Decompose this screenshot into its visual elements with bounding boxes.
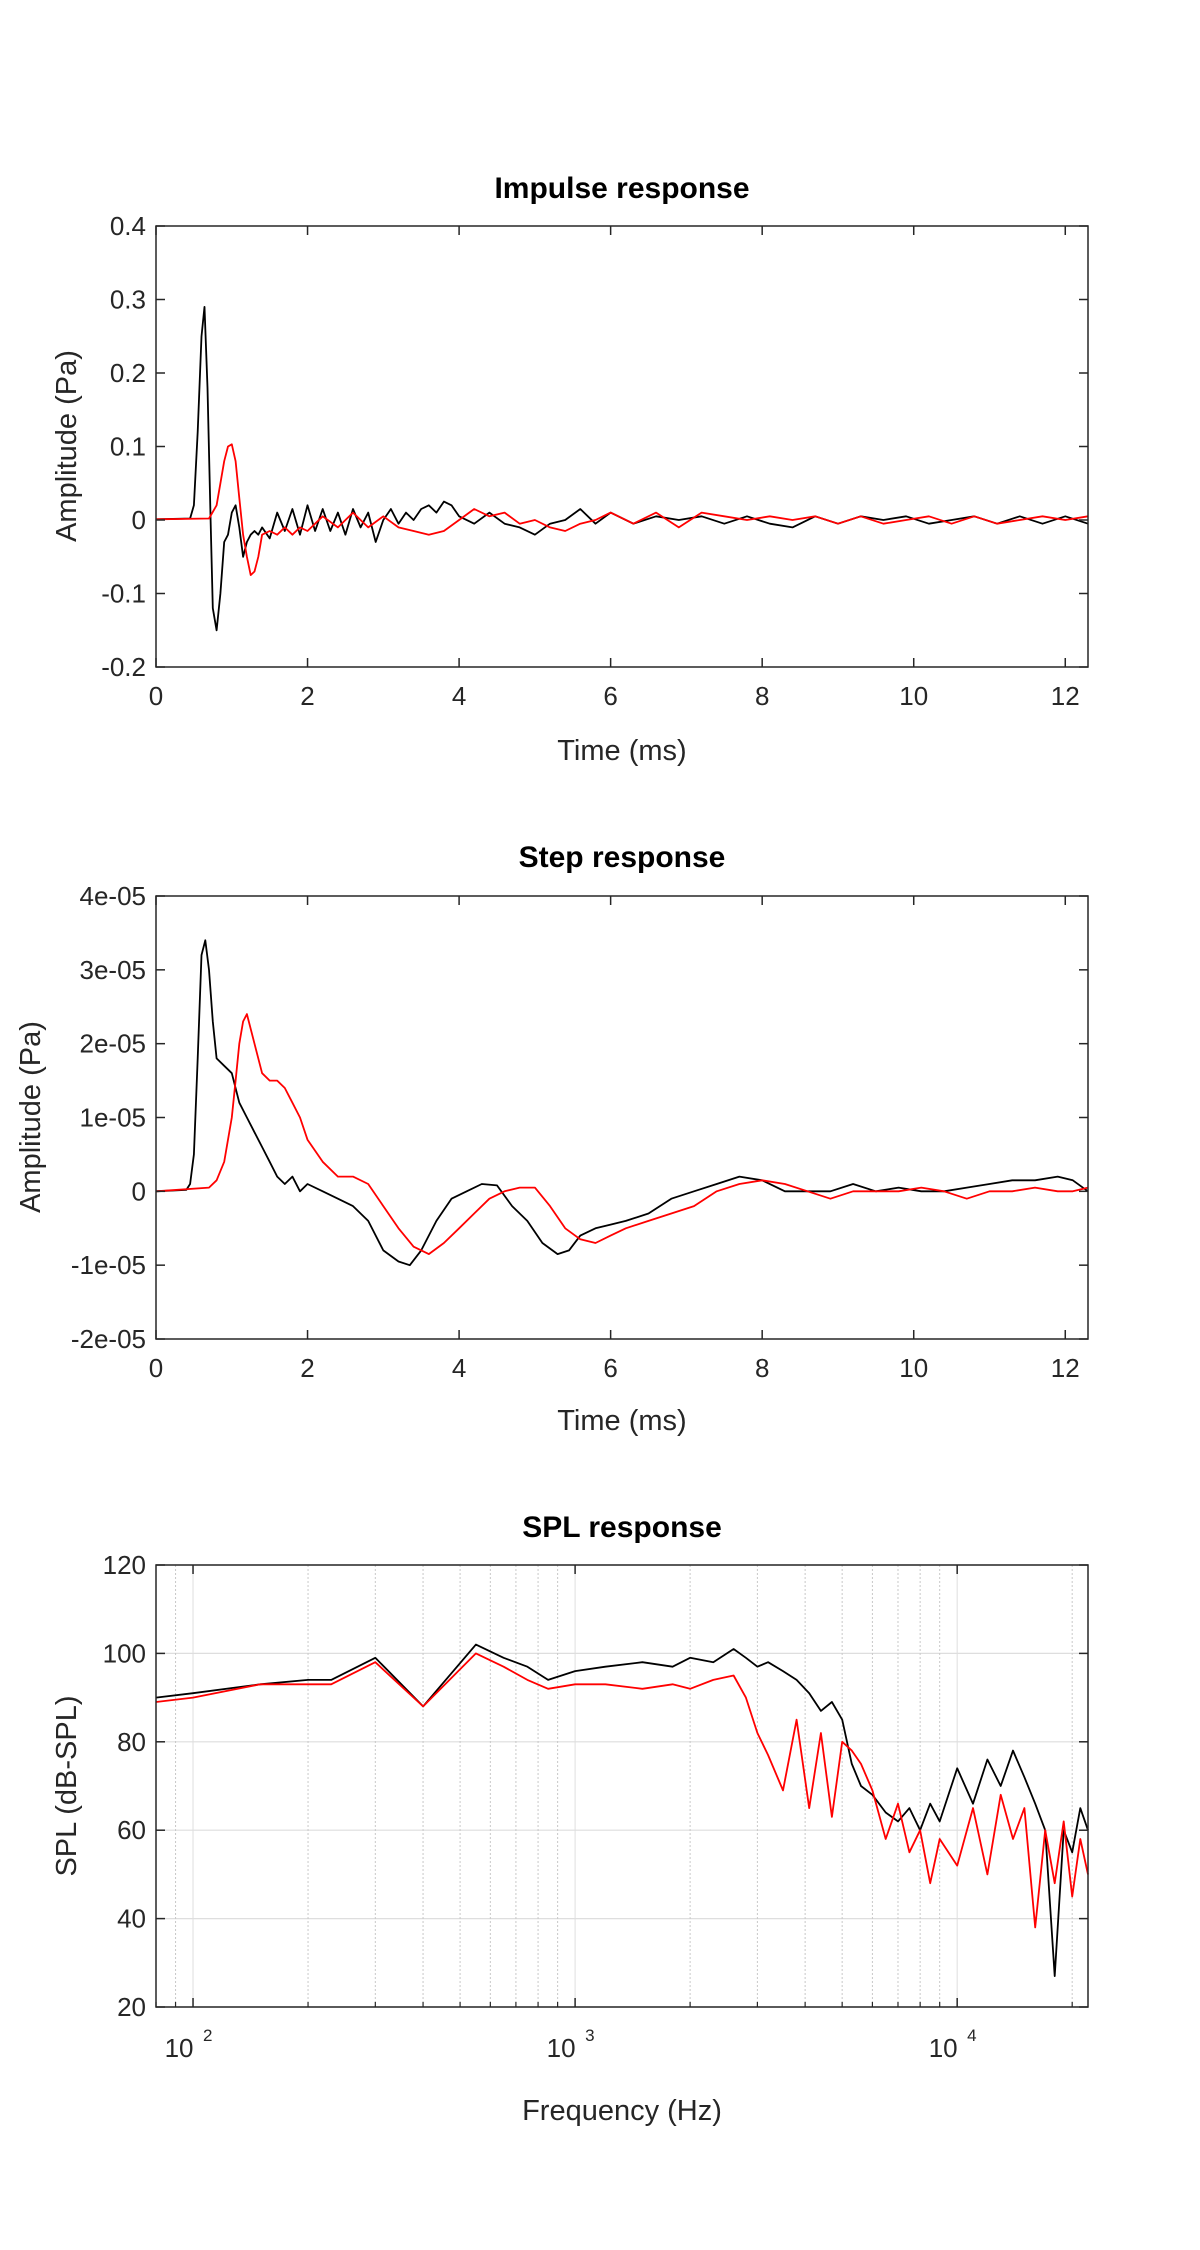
y-tick-label: -0.1	[101, 579, 146, 609]
y-tick-label: -1e-05	[71, 1250, 146, 1280]
x-tick-label: 8	[755, 1353, 769, 1383]
x-tick-label-exponent: 3	[585, 2026, 594, 2045]
y-tick-label: 4e-05	[80, 881, 147, 911]
y-tick-label: -2e-05	[71, 1324, 146, 1354]
x-tick-label: 0	[149, 1353, 163, 1383]
x-tick-label: 10	[899, 681, 928, 711]
impulse-response-title: Impulse response	[494, 172, 749, 205]
impulse-response-xlabel: Time (ms)	[557, 735, 686, 767]
y-tick-label: 100	[103, 1638, 146, 1668]
x-tick-label: 2	[300, 681, 314, 711]
y-tick-label: 20	[117, 1992, 146, 2022]
x-tick-label: 10	[929, 2033, 958, 2063]
series-line-2	[155, 1652, 1089, 1929]
x-tick-label: 6	[603, 1353, 617, 1383]
y-tick-label: 0.4	[110, 211, 146, 241]
step-response-xlabel: Time (ms)	[557, 1405, 686, 1437]
spl-response-panel: SPL response 20 40 60 80 100 120 10 2 10 3 10 4 Fre…	[51, 1511, 1089, 2127]
spl-response-xlabel: Frequency (Hz)	[522, 2095, 722, 2127]
impulse-response-plot-area	[155, 306, 1089, 632]
x-tick-label: 10	[547, 2033, 576, 2063]
step-response-title: Step response	[519, 841, 726, 874]
y-tick-label: 3e-05	[80, 955, 147, 985]
x-tick-label: 4	[452, 1353, 466, 1383]
y-tick-label: -0.2	[101, 652, 146, 682]
step-response-plot-area	[155, 939, 1089, 1267]
spl-response-title: SPL response	[522, 1511, 722, 1544]
impulse-response-panel: Impulse response -0.2 -0.1 0 0.1 0.2 0.3 0.4 0 2…	[51, 172, 1089, 767]
step-response-panel: Step response -2e-05 -1e-05 0 1e-05 2e-05 3e-…	[15, 841, 1089, 1437]
series-line-1	[155, 306, 1089, 632]
step-response-ticks: -2e-05 -1e-05 0 1e-05 2e-05 3e-05 4e-05 0 2 4 6 8 10…	[71, 881, 1088, 1383]
x-tick-label: 10	[899, 1353, 928, 1383]
x-tick-label-exponent: 4	[967, 2026, 976, 2045]
x-tick-label: 2	[300, 1353, 314, 1383]
x-tick-label: 10	[165, 2033, 194, 2063]
y-tick-label: 0.3	[110, 285, 146, 315]
y-tick-label: 0	[132, 1176, 146, 1206]
series-line-2	[155, 443, 1089, 576]
x-tick-label: 12	[1051, 1353, 1080, 1383]
impulse-response-ylabel: Amplitude (Pa)	[51, 350, 83, 542]
y-tick-label: 0.2	[110, 358, 146, 388]
step-response-ylabel: Amplitude (Pa)	[15, 1021, 47, 1213]
y-tick-label: 40	[117, 1904, 146, 1934]
impulse-response-ticks: -0.2 -0.1 0 0.1 0.2 0.3 0.4 0 2 4 6 8 10 12	[101, 211, 1088, 711]
x-tick-label: 6	[603, 681, 617, 711]
y-tick-label: 1e-05	[80, 1103, 147, 1133]
spl-response-ticks: 20 40 60 80 100 120 10 2 10 3 10 4	[103, 1550, 1088, 2063]
x-tick-label-exponent: 2	[203, 2026, 212, 2045]
y-tick-label: 120	[103, 1550, 146, 1580]
spl-response-plot-area	[155, 1643, 1089, 1977]
x-tick-label: 4	[452, 681, 466, 711]
x-tick-label: 12	[1051, 681, 1080, 711]
y-tick-label: 60	[117, 1815, 146, 1845]
spl-response-axes-box	[155, 1564, 1089, 2008]
y-tick-label: 2e-05	[80, 1029, 147, 1059]
series-line-1	[155, 939, 1089, 1267]
x-tick-label: 0	[149, 681, 163, 711]
spl-response-ylabel: SPL (dB-SPL)	[51, 1695, 83, 1876]
series-line-1	[155, 1643, 1089, 1977]
x-tick-label: 8	[755, 681, 769, 711]
y-tick-label: 0	[132, 505, 146, 535]
series-line-2	[155, 1013, 1089, 1255]
y-tick-label: 80	[117, 1727, 146, 1757]
y-tick-label: 0.1	[110, 432, 146, 462]
